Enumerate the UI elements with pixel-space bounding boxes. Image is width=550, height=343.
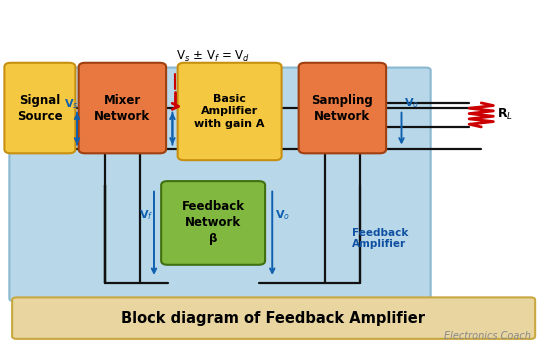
Text: V$_o$: V$_o$	[404, 96, 419, 110]
Text: Electronics Coach: Electronics Coach	[444, 331, 531, 341]
Text: Block diagram of Feedback Amplifier: Block diagram of Feedback Amplifier	[122, 311, 425, 326]
Text: V$_f$: V$_f$	[139, 208, 153, 222]
FancyBboxPatch shape	[4, 63, 75, 153]
Text: Feedback
Amplifier: Feedback Amplifier	[352, 228, 408, 249]
Text: Sampling
Network: Sampling Network	[311, 94, 373, 122]
Text: Basic
Amplifier
with gain A: Basic Amplifier with gain A	[194, 94, 265, 129]
Text: V$_s$: V$_s$	[64, 97, 79, 111]
FancyBboxPatch shape	[161, 181, 265, 265]
Text: Mixer
Network: Mixer Network	[94, 94, 151, 122]
FancyBboxPatch shape	[178, 63, 282, 160]
Text: Feedback
Network
β: Feedback Network β	[182, 200, 245, 246]
FancyBboxPatch shape	[79, 63, 166, 153]
FancyBboxPatch shape	[12, 297, 535, 339]
Text: Signal
Source: Signal Source	[17, 94, 63, 122]
FancyBboxPatch shape	[299, 63, 386, 153]
FancyBboxPatch shape	[9, 68, 431, 301]
Text: R$_L$: R$_L$	[497, 107, 513, 122]
Text: V$_s$ ± V$_f$ = V$_d$: V$_s$ ± V$_f$ = V$_d$	[176, 49, 251, 64]
Text: V$_o$: V$_o$	[275, 208, 290, 222]
